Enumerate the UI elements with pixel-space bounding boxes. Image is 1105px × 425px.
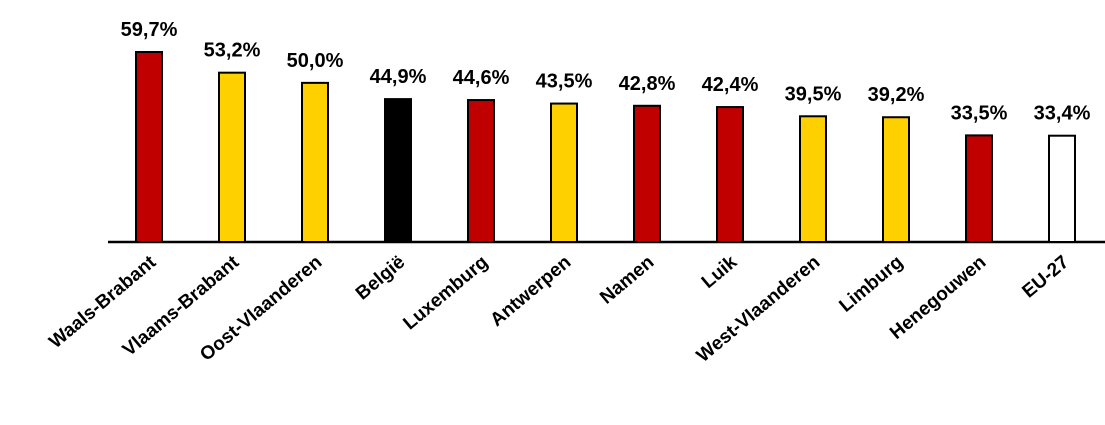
bar	[384, 98, 412, 244]
value-label: 42,4%	[702, 74, 759, 96]
value-label: 39,2%	[868, 84, 925, 106]
x-tick-label: Namen	[596, 252, 658, 309]
x-tick-label: Luik	[698, 251, 742, 292]
bar	[716, 106, 744, 243]
bar	[550, 102, 578, 244]
value-label: 42,8%	[619, 73, 676, 95]
bar	[467, 99, 495, 244]
x-tick-label: Limburg	[835, 252, 907, 317]
bar	[1048, 134, 1076, 243]
bar	[135, 51, 163, 243]
bar	[882, 116, 910, 243]
value-label: 39,5%	[785, 83, 842, 105]
x-tick-label: Luxemburg	[399, 252, 492, 335]
value-label: 33,5%	[951, 102, 1008, 124]
value-label: 59,7%	[121, 19, 178, 41]
bar	[218, 71, 246, 243]
value-label: 43,5%	[536, 71, 593, 93]
value-label: 44,6%	[453, 67, 510, 89]
x-tick-label: Antwerpen	[486, 252, 575, 331]
value-label: 33,4%	[1034, 103, 1091, 125]
bar	[799, 115, 827, 243]
value-label: 53,2%	[204, 40, 261, 62]
x-tick-label: België	[352, 252, 409, 305]
bar	[633, 104, 661, 243]
value-label: 44,9%	[370, 66, 427, 88]
bar	[301, 81, 329, 244]
x-tick-label: EU-27	[1018, 252, 1073, 303]
value-label: 50,0%	[287, 50, 344, 72]
bar	[965, 134, 993, 244]
